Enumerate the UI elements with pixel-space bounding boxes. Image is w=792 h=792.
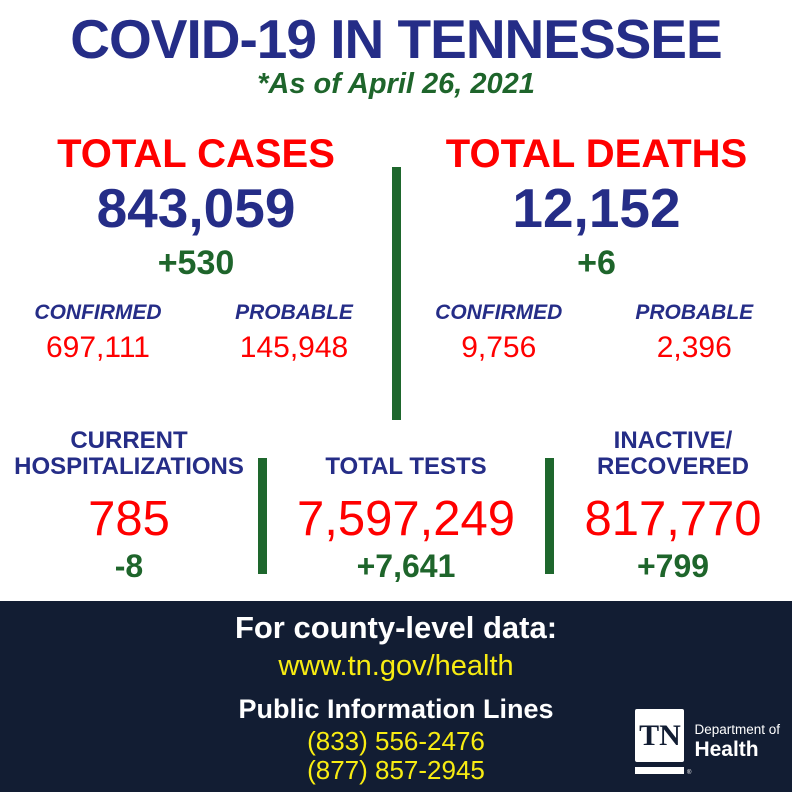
cases-probable: PROBABLE 145,948: [196, 302, 392, 363]
deaths-probable-value: 2,396: [656, 331, 732, 364]
total-cases-section: TOTAL CASES 843,059 +530 CONFIRMED 697,1…: [0, 134, 392, 426]
inactive-recovered-value: 817,770: [584, 492, 762, 546]
vertical-divider: [258, 458, 267, 574]
total-deaths-label: TOTAL DEATHS: [445, 132, 748, 176]
county-data-heading: For county-level data:: [234, 610, 558, 645]
deaths-probable-label: PROBABLE: [635, 301, 754, 324]
total-tests-section: TOTAL TESTS 7,597,249 +7,641: [267, 428, 545, 594]
vertical-divider: [545, 458, 554, 574]
deaths-probable: PROBABLE 2,396: [597, 302, 792, 363]
hospitalizations-delta: -8: [114, 548, 144, 585]
tn-department-of-health-logo: TN ® Department of Health: [635, 709, 780, 776]
page-title: COVID-19 IN TENNESSEE: [70, 8, 722, 70]
cases-confirmed-label: CONFIRMED: [34, 301, 162, 324]
total-cases-value: 843,059: [96, 177, 296, 239]
deaths-confirmed-value: 9,756: [461, 331, 537, 364]
top-stats-row: TOTAL CASES 843,059 +530 CONFIRMED 697,1…: [0, 134, 792, 426]
total-deaths-section: TOTAL DEATHS 12,152 +6 CONFIRMED 9,756 P…: [401, 134, 792, 426]
tn-logo-mark: TN ®: [635, 709, 691, 776]
cases-confirmed-value: 697,111: [46, 331, 150, 364]
total-deaths-value: 12,152: [512, 177, 681, 239]
header: COVID-19 IN TENNESSEE *As of April 26, 2…: [0, 0, 792, 101]
vertical-divider: [392, 167, 401, 420]
tn-logo-letters: TN: [639, 718, 681, 752]
inactive-recovered-delta: +799: [636, 548, 710, 585]
registered-trademark-icon: ®: [687, 770, 692, 776]
phone-numbers: (833) 556-2476 (877) 857-2945: [0, 727, 792, 784]
public-info-lines-label: Public Information Lines: [238, 693, 554, 724]
cases-breakdown: CONFIRMED 697,111 PROBABLE 145,948: [0, 302, 392, 363]
deaths-confirmed: CONFIRMED 9,756: [401, 302, 597, 363]
footer: For county-level data: www.tn.gov/health…: [0, 601, 792, 792]
hospitalizations-label: CURRENT HOSPITALIZATIONS: [14, 427, 244, 481]
health-website-link[interactable]: www.tn.gov/health: [278, 650, 514, 683]
cases-confirmed: CONFIRMED 697,111: [0, 302, 196, 363]
phone-number-2: (877) 857-2945: [307, 754, 485, 785]
logo-department-of-text: Department of: [694, 721, 780, 737]
total-deaths-delta: +6: [577, 244, 616, 282]
cases-probable-value: 145,948: [239, 331, 349, 364]
total-cases-label: TOTAL CASES: [57, 132, 335, 176]
total-tests-value: 7,597,249: [297, 492, 515, 546]
as-of-date: *As of April 26, 2021: [257, 68, 535, 100]
cases-probable-label: PROBABLE: [235, 301, 353, 324]
logo-health-text: Health: [694, 738, 759, 762]
tn-logo-underline: ®: [635, 767, 691, 776]
deaths-breakdown: CONFIRMED 9,756 PROBABLE 2,396: [401, 302, 792, 363]
inactive-recovered-section: INACTIVE/ RECOVERED 817,770 +799: [554, 428, 792, 594]
total-tests-label: TOTAL TESTS: [325, 453, 487, 481]
phone-number-1: (833) 556-2476: [307, 725, 485, 756]
inactive-recovered-label: INACTIVE/ RECOVERED: [596, 427, 750, 481]
total-tests-delta: +7,641: [356, 548, 456, 585]
total-cases-delta: +530: [157, 244, 235, 282]
deaths-confirmed-label: CONFIRMED: [435, 301, 563, 324]
hospitalizations-value: 785: [88, 492, 170, 546]
hospitalizations-section: CURRENT HOSPITALIZATIONS 785 -8: [0, 428, 258, 594]
middle-stats-row: CURRENT HOSPITALIZATIONS 785 -8 TOTAL TE…: [0, 428, 792, 594]
